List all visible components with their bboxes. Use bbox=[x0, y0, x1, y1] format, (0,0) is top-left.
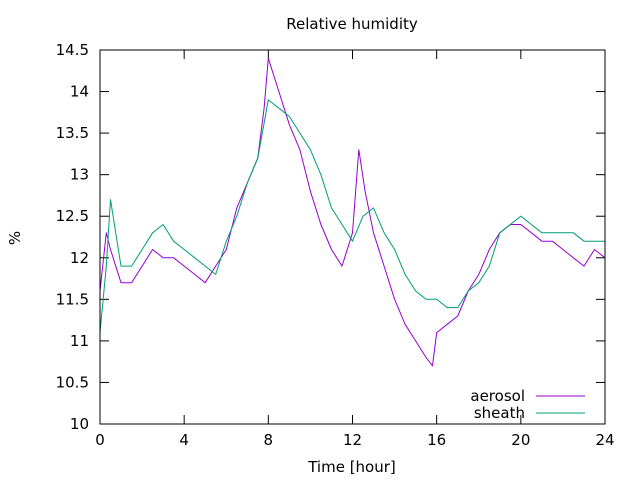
x-tick-label: 4 bbox=[179, 431, 189, 449]
x-tick-label: 20 bbox=[511, 431, 530, 449]
x-tick-label: 16 bbox=[427, 431, 446, 449]
legend-label-sheath: sheath bbox=[474, 404, 525, 422]
y-tick-label: 12 bbox=[70, 249, 89, 267]
x-tick-label: 0 bbox=[95, 431, 105, 449]
y-axis-label: % bbox=[6, 231, 24, 245]
y-tick-label: 10.5 bbox=[56, 373, 89, 391]
chart-title: Relative humidity bbox=[286, 15, 418, 33]
y-tick-label: 13.5 bbox=[56, 124, 89, 142]
y-tick-label: 12.5 bbox=[56, 207, 89, 225]
y-tick-label: 11 bbox=[70, 332, 89, 350]
y-tick-label: 14 bbox=[70, 83, 89, 101]
x-axis-label: Time [hour] bbox=[307, 458, 396, 476]
series-line-sheath bbox=[99, 99, 605, 333]
x-tick-label: 8 bbox=[264, 431, 274, 449]
y-tick-label: 14.5 bbox=[56, 41, 89, 59]
x-tick-label: 24 bbox=[595, 431, 614, 449]
tick-labels: 10 10.5 11 11.5 12 12.5 13 13.5 14 14.5 0 4 8 12 16 20 2… bbox=[56, 41, 615, 449]
series-layer bbox=[99, 57, 606, 367]
axis-ticks bbox=[99, 49, 606, 425]
y-tick-label: 10 bbox=[70, 415, 89, 433]
series-line-aerosol bbox=[99, 57, 606, 367]
plot-frame bbox=[99, 49, 606, 425]
y-tick-label: 11.5 bbox=[56, 290, 89, 308]
legend-label-aerosol: aerosol bbox=[470, 387, 525, 405]
y-tick-label: 13 bbox=[70, 166, 89, 184]
x-tick-label: 12 bbox=[343, 431, 362, 449]
